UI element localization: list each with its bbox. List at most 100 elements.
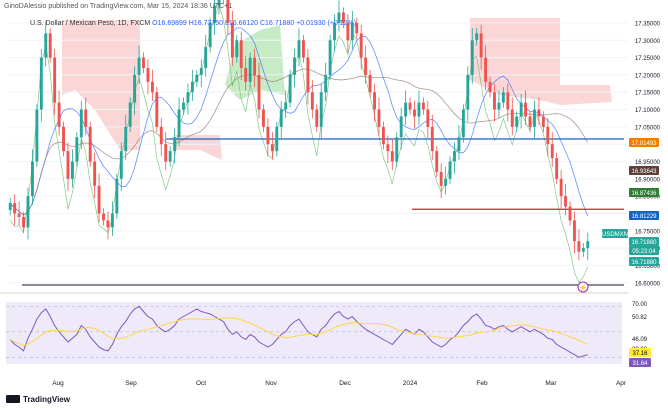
candle-body	[39, 57, 43, 110]
time-tick-label: 2024	[403, 380, 418, 387]
candle-body	[306, 57, 310, 93]
rsi-tick-label: 70.00	[632, 302, 648, 308]
candle-body	[341, 12, 345, 23]
candle-body	[266, 126, 270, 145]
time-tick-label: Mar	[545, 380, 557, 387]
candle-body	[102, 213, 105, 221]
candle-body	[421, 102, 425, 110]
candle-body	[110, 213, 114, 228]
candle-body	[79, 109, 83, 138]
candle-body	[506, 92, 510, 110]
candle-body	[262, 109, 265, 127]
candle-body	[501, 92, 505, 103]
candle-body	[35, 109, 39, 162]
candle-body	[186, 92, 190, 103]
candle-body	[386, 144, 390, 152]
price-tick-label: 16.95000	[635, 160, 661, 166]
candle-body	[75, 137, 79, 162]
kijun-line	[9, 68, 589, 216]
symbol-header: U.S. Dollar / Mexican Peso, 1D, FXCM O16…	[30, 20, 356, 27]
price-tick-label: 17.10000	[635, 108, 661, 114]
candle-body	[270, 144, 274, 152]
candle-body	[324, 74, 328, 93]
candle-body	[70, 161, 74, 179]
time-tick-label: Sep	[125, 380, 137, 387]
tenkan-line	[9, 27, 589, 216]
candle-body	[217, 0, 221, 6]
candle-body	[439, 171, 443, 186]
candle-body	[559, 178, 563, 197]
lightning-icon[interactable]	[577, 281, 589, 293]
rsi-marker-box	[629, 358, 651, 367]
price-tick-label: 16.75000	[635, 229, 661, 235]
price-tick-label: 16.60000	[635, 281, 661, 287]
rsi-line	[9, 305, 588, 358]
price-marker-box	[629, 211, 659, 220]
candle-body	[106, 220, 110, 228]
rsi-pane	[6, 305, 622, 358]
ohlc-line: O16.69899 H16.73750 L16.66120 C16.71880 …	[152, 20, 357, 27]
candle-body	[497, 102, 501, 110]
candle-body	[235, 40, 239, 58]
candle-body	[22, 216, 25, 228]
price-tick-label: 17.30000	[635, 39, 661, 45]
cloud-bear-1	[62, 20, 140, 150]
candle-body	[310, 92, 314, 110]
price-tick-label: 17.15000	[635, 91, 661, 97]
price-tick-label: 17.25000	[635, 56, 661, 62]
candle-body	[8, 203, 12, 211]
candle-body	[164, 144, 168, 162]
price-tick-label: 16.65000	[635, 264, 661, 270]
candle-body	[17, 213, 21, 217]
time-tick-label: Dec	[339, 380, 351, 387]
candle-body	[204, 47, 208, 68]
candle-body	[182, 102, 185, 110]
lightning-glyph: ⚡	[579, 283, 588, 292]
candle-body	[213, 5, 217, 23]
candle-body	[275, 126, 279, 152]
candle-body	[248, 57, 252, 82]
candle-body	[62, 126, 65, 152]
price-marker-box	[629, 257, 659, 266]
price-marker-label: 16.81229	[631, 214, 657, 220]
price-marker-box	[602, 229, 628, 238]
candle-body	[373, 92, 376, 110]
symbol-line[interactable]: U.S. Dollar / Mexican Peso, 1D, FXCM	[30, 20, 151, 27]
candle-body	[301, 40, 305, 58]
candle-body	[97, 185, 101, 214]
candle-body	[573, 220, 576, 242]
rsi-marker-label: 37.16	[632, 351, 648, 357]
candle-body	[284, 102, 288, 110]
candle-body	[577, 241, 581, 252]
tradingview-logo[interactable]: TradingView	[6, 395, 70, 404]
candle-body	[537, 109, 541, 117]
time-tick-label: Nov	[265, 380, 277, 387]
cloud-bear-2	[175, 135, 222, 160]
price-marker-label: 16.71880	[631, 240, 657, 246]
candle-body	[257, 74, 261, 110]
candle-body	[399, 116, 403, 138]
candle-body	[457, 137, 461, 152]
candle-body	[133, 74, 137, 103]
price-marker-box	[629, 237, 659, 246]
candle-body	[173, 137, 177, 152]
price-tick-label: 17.20000	[635, 73, 661, 79]
candle-body	[293, 57, 297, 75]
price-tick-label: 17.05000	[635, 125, 661, 131]
candle-body	[195, 74, 199, 82]
candle-body	[44, 33, 48, 58]
candle-body	[524, 102, 528, 117]
price-marker-box	[629, 246, 659, 255]
candle-body	[461, 109, 465, 138]
candle-body	[13, 203, 17, 214]
candle-body	[350, 22, 354, 41]
time-axis: Aug Sep Oct Nov Dec 2024 Feb Mar Apr	[52, 380, 627, 387]
candle-body	[88, 126, 92, 162]
candle-body	[297, 40, 301, 58]
candle-body	[488, 81, 492, 93]
candle-body	[413, 109, 416, 117]
candle-body	[430, 126, 434, 152]
brand-label: TradingView	[23, 395, 70, 404]
